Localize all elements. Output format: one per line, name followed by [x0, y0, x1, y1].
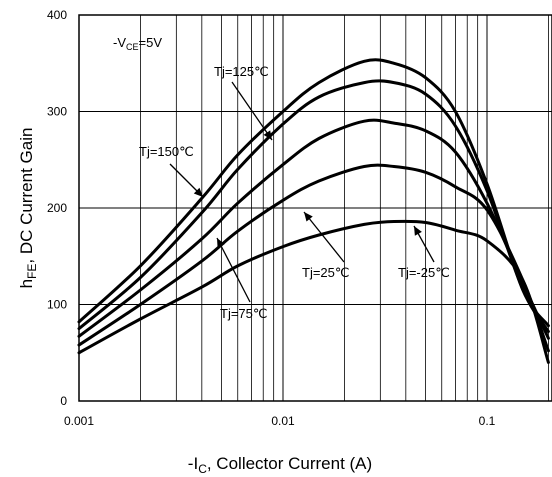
annotation-tj125: Tj=125℃: [214, 64, 269, 79]
annotation-tj-25: Tj=-25℃: [398, 265, 450, 280]
series-line-Tj=75℃: [77, 118, 550, 340]
x-tick-label: 0.001: [64, 414, 94, 428]
condition-label: -VCE=5V: [113, 35, 162, 52]
annotation-tj75: Tj=75℃: [220, 306, 267, 321]
annotation-arrowhead: [263, 130, 272, 140]
y-tick-label: 100: [47, 298, 67, 312]
annotation-arrow: [303, 211, 345, 263]
x-axis-label: -IC, Collector Current (A): [188, 454, 372, 476]
annotation-arrows: [169, 81, 435, 303]
y-tick-label: 300: [47, 105, 67, 119]
series-line-Tj=25℃: [77, 163, 550, 353]
x-tick-label: 0.1: [479, 414, 496, 428]
x-tick-labels: 0.001 0.01 0.1: [64, 414, 496, 428]
annotation-arrowhead: [304, 212, 313, 222]
grid: [79, 15, 552, 401]
series-line-Tj=150℃: [77, 58, 550, 328]
plot-frame: [78, 14, 552, 402]
series-line-Tj=-25℃: [77, 219, 550, 364]
annotation-arrowhead: [414, 226, 422, 236]
series-line-Tj=125℃: [77, 79, 550, 333]
annotation-arrowhead: [217, 238, 225, 248]
annotation-tj25: Tj=25℃: [302, 265, 349, 280]
y-axis-label: hFE, DC Current Gain: [17, 128, 39, 289]
x-tick-label: 0.01: [271, 414, 295, 428]
y-tick-label: 0: [60, 394, 67, 408]
annotation-arrow: [216, 237, 251, 303]
y-tick-labels: 0 100 200 300 400: [47, 8, 67, 408]
y-tick-label: 400: [47, 8, 67, 22]
series-lines: [77, 58, 550, 364]
annotation-labels: Tj=125℃ Tj=150℃ Tj=25℃ Tj=-25℃ Tj=75℃: [139, 64, 450, 321]
y-tick-label: 200: [47, 201, 67, 215]
annotation-tj150: Tj=150℃: [139, 144, 194, 159]
annotation-arrow: [231, 81, 273, 141]
annotation-arrowhead: [193, 187, 203, 197]
